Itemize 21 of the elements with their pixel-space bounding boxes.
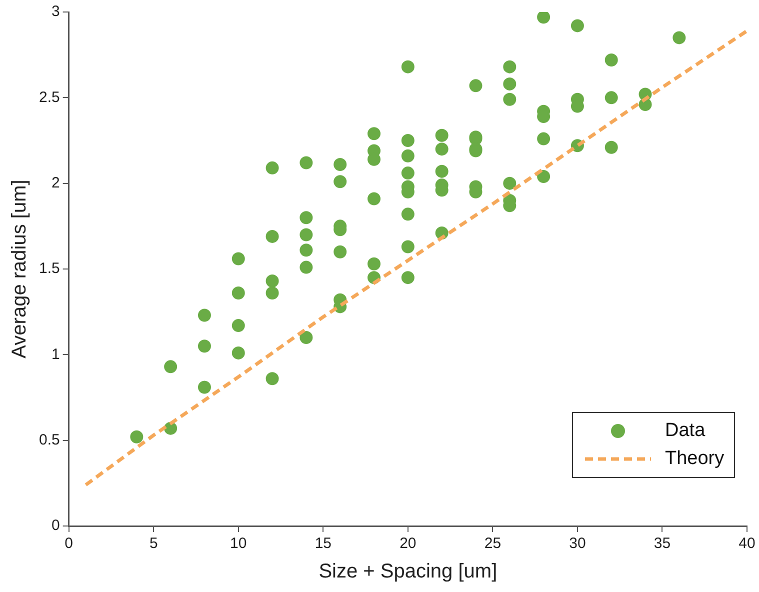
x-tick-label: 20 [400, 535, 416, 552]
x-axis-title: Size + Spacing [um] [318, 560, 498, 583]
y-tick-label: 1 [52, 346, 60, 363]
legend-label: Data [665, 420, 706, 442]
x-tick-label: 10 [230, 535, 247, 552]
x-tick-label: 40 [738, 535, 756, 552]
y-tick-label: 3 [52, 3, 60, 20]
x-tick-label: 35 [654, 535, 671, 552]
y-tick-label: 0.5 [38, 431, 60, 448]
y-tick-label: 0 [52, 517, 60, 534]
y-axis-title: Average radius [um] [8, 180, 31, 358]
y-tick-label: 2 [52, 174, 60, 192]
line-series [84, 29, 747, 487]
y-tick-label: 2.5 [38, 88, 60, 106]
x-tick-label: 15 [314, 535, 332, 552]
x-tick-label: 0 [64, 535, 74, 552]
y-tick-label: 1.5 [38, 260, 60, 278]
x-tick-label: 25 [484, 535, 502, 552]
x-tick-label: 5 [149, 535, 158, 552]
x-tick-label: 30 [569, 535, 586, 552]
legend-label: Theory [665, 448, 724, 470]
